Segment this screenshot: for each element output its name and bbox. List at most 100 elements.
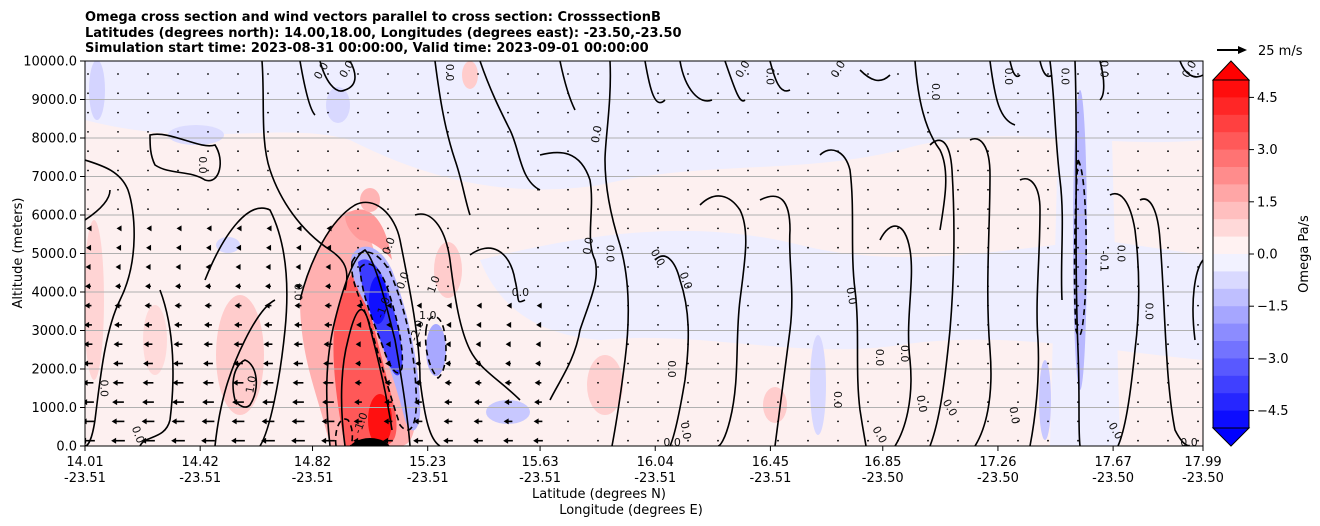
wind-vector <box>987 401 989 403</box>
colorbar-tick-label: −3.0 <box>1257 352 1289 367</box>
wind-vector-head <box>263 341 269 348</box>
contour-label: 0.0 <box>394 270 412 291</box>
wind-vector <box>627 227 629 230</box>
wind-vector <box>567 169 569 172</box>
wind-vector-head <box>444 399 450 406</box>
wind-vector <box>1167 304 1169 307</box>
wind-vector <box>1137 73 1139 75</box>
wind-vector-head <box>356 321 362 328</box>
wind-vector-head <box>473 418 479 425</box>
x-tick-label-longitude: -23.51 <box>407 471 449 486</box>
wind-vector-head <box>174 302 180 309</box>
wind-vector <box>867 266 869 268</box>
contour-one-line-2 <box>325 249 411 446</box>
surface-terrain <box>350 438 390 446</box>
wind-vector-head <box>321 418 327 425</box>
wind-vector <box>957 246 959 249</box>
wind-vector <box>597 73 599 75</box>
wind-vector <box>357 169 359 172</box>
wind-vector <box>867 150 869 153</box>
wind-vector <box>1077 401 1079 403</box>
wind-vector-head <box>172 399 178 406</box>
wind-vector <box>597 401 599 403</box>
contour-zero-line-16 <box>604 61 621 246</box>
wind-vector <box>537 169 539 172</box>
x-tick-label-latitude: 14.82 <box>294 455 331 470</box>
wind-vector <box>1107 324 1109 326</box>
wind-vector <box>897 304 899 307</box>
wind-vector-head <box>85 379 88 386</box>
contour-label: -0.1 <box>1098 250 1111 271</box>
wind-vector <box>1107 73 1109 75</box>
wind-vector <box>777 420 779 423</box>
wind-vector <box>717 169 719 172</box>
wind-vector <box>1197 188 1199 191</box>
wind-vector <box>417 285 419 288</box>
wind-vector <box>717 131 719 133</box>
wind-vector <box>327 111 329 114</box>
wind-vector <box>357 111 359 114</box>
x-tick-label-longitude: -23.51 <box>519 471 561 486</box>
wind-vector <box>447 111 449 114</box>
wind-vector-head <box>261 418 267 425</box>
wind-vector <box>267 73 269 75</box>
wind-vector <box>1137 324 1139 326</box>
wind-vectors <box>85 73 1199 444</box>
wind-vector <box>177 111 179 114</box>
wind-vector <box>507 131 509 133</box>
colorbar-band <box>1213 341 1249 359</box>
wind-vector <box>327 131 329 133</box>
wind-vector <box>1077 73 1079 75</box>
y-tick-label: 8000.0 <box>32 132 78 147</box>
wind-vector-head <box>173 341 179 348</box>
contour-zero-line-27 <box>859 69 891 82</box>
contour-label: 0.0 <box>129 424 147 445</box>
wind-vector <box>807 439 809 442</box>
wind-vector <box>1197 343 1199 346</box>
contour-zero-line-24 <box>724 61 746 102</box>
wind-vector <box>1017 111 1019 114</box>
wind-vector-head <box>206 225 212 232</box>
wind-vector <box>867 439 869 442</box>
wind-vector <box>1107 304 1109 307</box>
wind-vector <box>717 324 719 326</box>
wind-vector-head <box>326 244 332 251</box>
wind-vector <box>627 188 629 191</box>
wind-vector <box>657 208 659 211</box>
wind-vector <box>507 150 509 153</box>
wind-vector <box>177 188 179 191</box>
wind-vector <box>597 150 599 153</box>
x-tick-label-longitude: -23.51 <box>634 471 676 486</box>
wind-vector-head <box>294 321 300 328</box>
wind-vector <box>807 401 809 403</box>
wind-vector <box>687 420 689 423</box>
wind-vector <box>1107 266 1109 268</box>
wind-vector <box>267 150 269 153</box>
wind-vector <box>537 92 539 95</box>
wind-vector-head <box>325 283 331 290</box>
omega-negative-max <box>369 276 387 324</box>
contour-label: 0.0 <box>663 436 681 449</box>
wind-vector <box>1137 150 1139 153</box>
wind-vector <box>597 92 599 95</box>
wind-vector <box>657 266 659 268</box>
wind-vector <box>177 208 179 211</box>
wind-vector <box>177 73 179 75</box>
wind-vector <box>957 420 959 423</box>
contour-label: 0.0 <box>512 286 530 299</box>
wind-vector <box>687 227 689 230</box>
wind-vector <box>387 208 389 211</box>
wind-vector <box>477 131 479 133</box>
quiver-key-arrow-head <box>1238 46 1247 54</box>
wind-vector <box>537 227 539 230</box>
wind-vector <box>777 169 779 172</box>
wind-vector <box>207 111 209 114</box>
wind-vector <box>1167 266 1169 268</box>
wind-vector <box>627 73 629 75</box>
wind-vector <box>507 246 509 249</box>
wind-vector <box>747 343 749 346</box>
wind-vector <box>897 208 899 211</box>
wind-vector <box>1167 285 1169 288</box>
wind-vector <box>777 150 779 153</box>
x-axis-label-longitude: Longitude (degrees E) <box>559 503 703 518</box>
